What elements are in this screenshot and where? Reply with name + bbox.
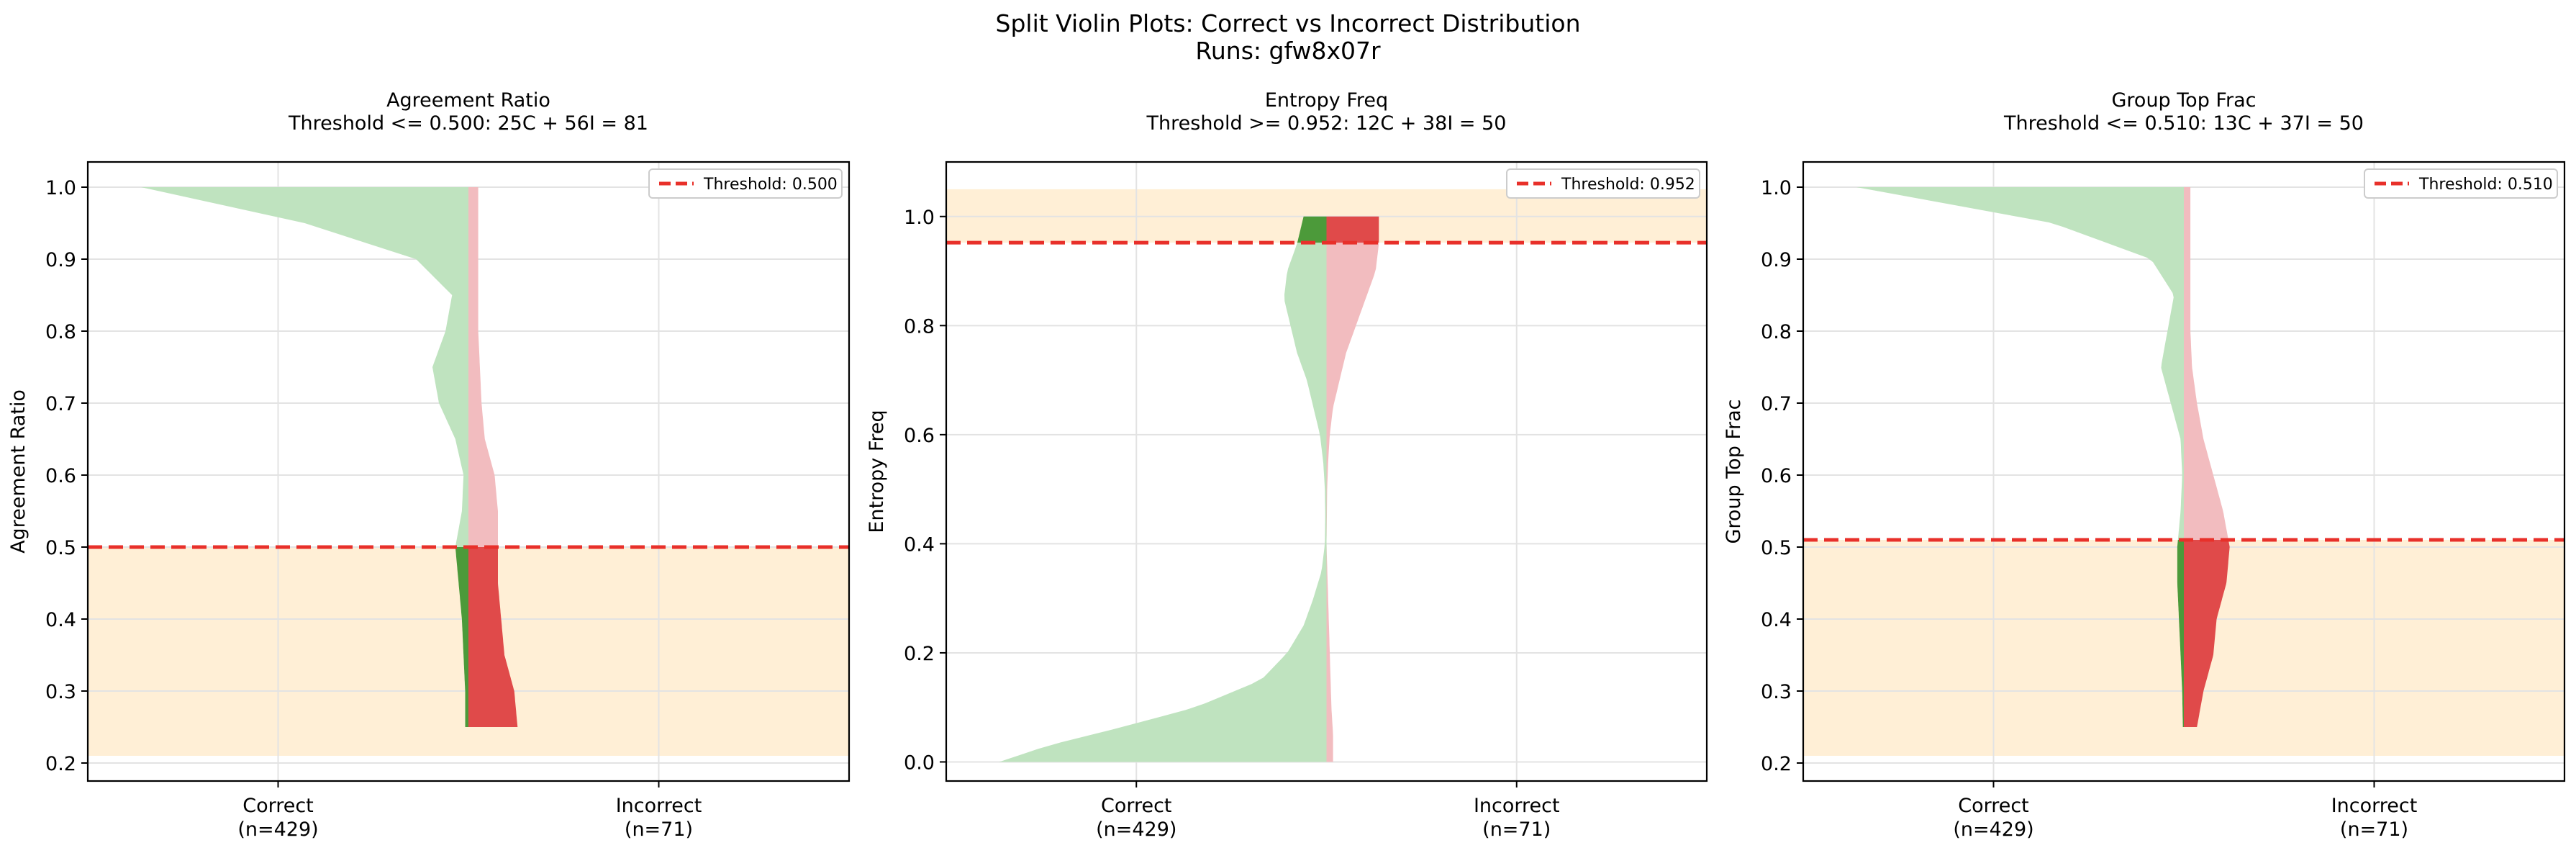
violin-correct-threshold bbox=[1297, 216, 1327, 243]
axes-frame bbox=[86, 161, 851, 782]
y-tick-label: 0.6 bbox=[45, 465, 76, 487]
panels: 0.20.30.40.50.60.70.80.91.0Correct(n=429… bbox=[7, 89, 2566, 841]
legend-box bbox=[2364, 168, 2558, 199]
y-tick-label: 0.9 bbox=[1761, 249, 1792, 271]
panel-agreement-ratio: 0.2 0.3 0.4 0.5 0.6 0.7 0.8 0.9 1.0 Correct(n=429… bbox=[7, 89, 851, 841]
panel-subtitle: Threshold <= 0.500: 25C + 56I = 81 bbox=[288, 112, 648, 135]
y-tick-label: 0.3 bbox=[45, 681, 76, 703]
y-tick-label: 0.7 bbox=[1761, 393, 1792, 415]
x-tick-label: (n=429) bbox=[1096, 818, 1176, 841]
y-tick-label: 1.0 bbox=[45, 177, 76, 199]
y-tick-label: 0.5 bbox=[45, 537, 76, 559]
panel-entropy-freq: 0.0 0.2 0.4 0.6 0.8 1.0 Correct(n=429) Incorrec… bbox=[866, 89, 1708, 841]
y-tick-label: 0.5 bbox=[1761, 537, 1792, 559]
y-tick-label: 0.9 bbox=[45, 249, 76, 271]
x-tick-label: Correct bbox=[1958, 795, 2029, 817]
x-tick-label: Incorrect bbox=[616, 795, 702, 817]
y-tick-label: 0.6 bbox=[1761, 465, 1792, 487]
y-tick-label: 0.4 bbox=[1761, 609, 1792, 631]
plot-area bbox=[1803, 162, 2564, 781]
figure-subtitle: Runs: gfw8x07r bbox=[1195, 37, 1381, 65]
x-tick-label: Correct bbox=[242, 795, 314, 817]
y-tick-label: 0.4 bbox=[45, 609, 76, 631]
x-tick-label: Incorrect bbox=[2331, 795, 2418, 817]
panel-title: Entropy Freq bbox=[1265, 89, 1388, 112]
legend-label: Threshold: 0.510 bbox=[2418, 176, 2553, 194]
legend-box bbox=[648, 168, 843, 199]
y-tick-label: 1.0 bbox=[904, 207, 935, 229]
violin-correct-threshold bbox=[2177, 540, 2184, 727]
violin-incorrect-above bbox=[468, 187, 498, 547]
violin-incorrect-threshold bbox=[468, 547, 518, 727]
plot-area bbox=[946, 162, 1707, 781]
y-axis-label: Group Top Frac bbox=[1723, 400, 1745, 544]
legend-label: Threshold: 0.500 bbox=[703, 176, 838, 194]
plot-area bbox=[88, 162, 849, 781]
x-tick-label: Correct bbox=[1101, 795, 1172, 817]
x-tick-label: (n=71) bbox=[2340, 818, 2408, 841]
x-tick-label: (n=429) bbox=[1953, 818, 2033, 841]
legend: Threshold: 0.510 bbox=[2364, 168, 2558, 199]
figure-title: Split Violin Plots: Correct vs Incorrect… bbox=[996, 9, 1581, 37]
panel-subtitle: Threshold <= 0.510: 13C + 37I = 50 bbox=[2003, 112, 2364, 135]
y-tick-label: 0.2 bbox=[45, 753, 76, 775]
violin-correct-above bbox=[141, 187, 468, 547]
violin-incorrect-above bbox=[2184, 187, 2228, 540]
legend: Threshold: 0.952 bbox=[1506, 168, 1700, 199]
legend-label: Threshold: 0.952 bbox=[1561, 176, 1695, 194]
y-tick-label: 1.0 bbox=[1761, 177, 1792, 199]
violin-correct-above bbox=[1856, 187, 2184, 540]
y-axis-label: Entropy Freq bbox=[866, 410, 888, 533]
y-tick-label: 0.0 bbox=[904, 752, 935, 774]
y-tick-label: 0.4 bbox=[904, 533, 935, 556]
panel-group-top-frac: 0.2 0.3 0.4 0.5 0.6 0.7 0.8 0.9 1.0 Correct(n=429… bbox=[1723, 89, 2566, 841]
y-tick-label: 0.7 bbox=[45, 393, 76, 415]
y-axis-label: Agreement Ratio bbox=[7, 389, 30, 554]
x-tick-label: (n=71) bbox=[625, 818, 693, 841]
x-tick-label: (n=429) bbox=[237, 818, 318, 841]
panel-title: Agreement Ratio bbox=[386, 89, 550, 112]
violin-incorrect-threshold bbox=[1326, 216, 1379, 243]
legend-box bbox=[1506, 168, 1700, 199]
axes-frame bbox=[945, 161, 1708, 782]
x-tick-label: (n=71) bbox=[1482, 818, 1551, 841]
violin-incorrect-above bbox=[1326, 243, 1379, 762]
y-tick-label: 0.8 bbox=[904, 315, 935, 338]
y-tick-label: 0.2 bbox=[1761, 753, 1792, 775]
y-tick-label: 0.8 bbox=[1761, 321, 1792, 343]
x-tick-label: Incorrect bbox=[1474, 795, 1560, 817]
y-tick-label: 0.6 bbox=[904, 425, 935, 447]
panel-subtitle: Threshold >= 0.952: 12C + 38I = 50 bbox=[1146, 112, 1507, 135]
panel-title: Group Top Frac bbox=[2112, 89, 2257, 112]
y-tick-label: 0.2 bbox=[904, 643, 935, 665]
legend: Threshold: 0.500 bbox=[648, 168, 843, 199]
violin-correct-threshold bbox=[455, 547, 468, 727]
y-tick-label: 0.3 bbox=[1761, 681, 1792, 703]
violin-incorrect-threshold bbox=[2184, 540, 2230, 727]
axes-frame bbox=[1802, 161, 2566, 782]
violin-correct-above bbox=[999, 243, 1327, 762]
y-tick-label: 0.8 bbox=[45, 321, 76, 343]
